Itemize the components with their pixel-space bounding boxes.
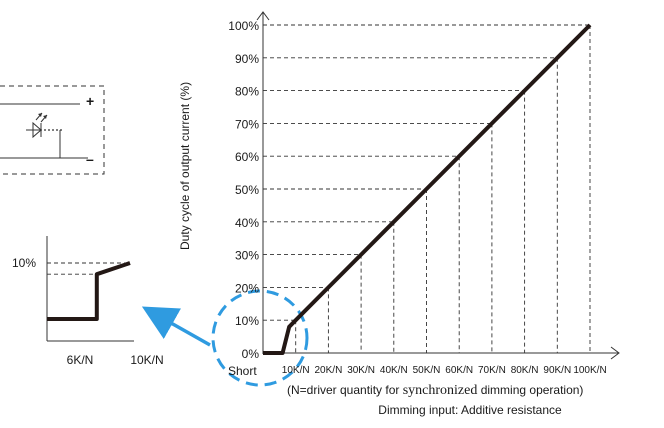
pointer-arrow [148,310,210,345]
y-tick-label: 60% [235,150,259,164]
y-tick-label: 100% [228,19,259,33]
y-tick-label: 0% [242,347,260,361]
x-tick-label: 70K/N [478,365,506,376]
y-tick-label: 80% [235,85,259,99]
y-tick-label: 90% [235,52,259,66]
x-tick-label: 40K/N [380,365,408,376]
main-chart: 0% 10% 20% 30% 40% 50% 60% 70% 80% 90% 100% Short 10… [178,12,619,417]
circuit-plus-label: + [86,93,94,109]
optocoupler-icon [26,113,62,137]
x-tick-label: Short [228,364,257,378]
inset-series-line [47,263,130,319]
inset-y-tick-label: 10% [12,256,36,270]
y-tick-label: 20% [235,281,259,295]
x-tick-label: 30K/N [347,365,375,376]
note-suffix: dimming operation) [477,383,583,397]
circuit-diagram: + – [0,86,104,174]
circuit-minus-label: – [86,151,94,167]
note-serif-word: synchronized [403,383,478,398]
y-axis-label: Duty cycle of output current (%) [178,82,192,250]
x-tick-label: 60K/N [445,365,473,376]
y-tick-label: 10% [235,314,259,328]
y-tick-label: 70% [235,117,259,131]
inset-chart: 10% 6K/N 10K/N [12,236,164,367]
x-tick-label: 20K/N [315,365,343,376]
x-tick-label: 10K/N [282,365,310,376]
inset-x-tick-label: 10K/N [130,353,163,367]
y-tick-label: 30% [235,249,259,263]
y-tick-label: 40% [235,216,259,230]
x-tick-label: 90K/N [543,365,571,376]
x-axis-label: Dimming input: Additive resistance [378,403,562,417]
note-label: (N=driver quantity for synchronized dimm… [287,383,583,398]
y-tick-label: 50% [235,183,259,197]
note-prefix: (N=driver quantity for [287,383,403,397]
inset-x-tick-label: 6K/N [67,353,94,367]
x-tick-label: 80K/N [511,365,539,376]
x-tick-label: 50K/N [413,365,441,376]
x-tick-label: 100K/N [573,365,606,376]
